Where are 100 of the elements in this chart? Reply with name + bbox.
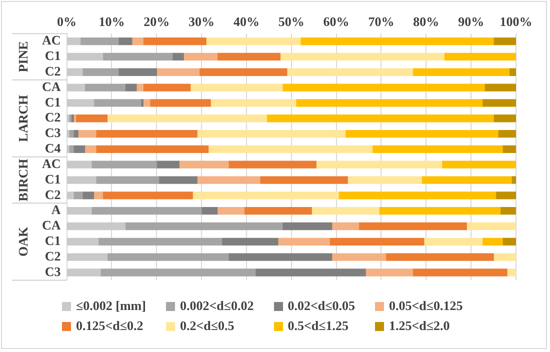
bar	[98, 238, 222, 246]
bar	[66, 114, 70, 122]
bar	[216, 207, 245, 215]
bar	[73, 192, 83, 200]
bar	[300, 37, 494, 46]
bar	[444, 52, 516, 61]
bar	[385, 253, 494, 261]
y-tick-label: AC	[42, 32, 61, 48]
bar	[150, 99, 211, 107]
legend-label: 0.02<d≤0.05	[288, 298, 356, 314]
y-tick-label: C2	[44, 63, 61, 78]
y-tick-label: C2	[44, 248, 61, 264]
bar	[124, 222, 283, 230]
bar	[106, 114, 268, 122]
bar	[100, 268, 256, 276]
y-tick-label: CA	[42, 218, 62, 233]
bar	[156, 68, 200, 76]
bar	[178, 160, 229, 168]
bar	[442, 160, 516, 168]
y-tick-label: C1	[44, 233, 61, 248]
bar	[140, 99, 144, 107]
bar	[196, 130, 346, 138]
bar	[412, 268, 508, 276]
bar	[102, 192, 193, 200]
bar	[484, 84, 516, 92]
x-tick-label: 80%	[413, 14, 440, 30]
x-tick-label: 0%	[57, 14, 77, 30]
y-tick-label: CA	[42, 78, 62, 94]
bar	[221, 238, 278, 246]
bar	[66, 37, 81, 46]
bar	[183, 52, 218, 61]
bar	[118, 68, 157, 76]
bar	[206, 37, 301, 46]
legend-label: 0.5<d≤1.25	[288, 318, 349, 334]
bar	[80, 37, 119, 46]
bar	[66, 68, 83, 76]
y-tick-label: C2	[44, 110, 61, 125]
bar	[66, 176, 96, 184]
legend-label: 0.125<d≤0.2	[76, 318, 144, 334]
bar	[198, 68, 288, 76]
bar	[228, 253, 332, 261]
x-tick-label: 90%	[458, 14, 484, 30]
bar	[66, 130, 70, 138]
bar	[66, 192, 74, 200]
bar	[338, 192, 496, 200]
bar	[208, 145, 373, 154]
bar	[66, 99, 94, 107]
y-tick-label: C1	[44, 48, 61, 64]
bar	[228, 160, 316, 168]
y-tick-label: C3	[44, 264, 62, 279]
bar	[66, 268, 101, 276]
text: LARCH	[15, 94, 30, 142]
bar	[502, 145, 516, 154]
bar	[142, 99, 150, 107]
bar	[82, 192, 94, 200]
x-tick-label: 20%	[144, 14, 170, 30]
bar	[286, 68, 414, 76]
bar	[136, 84, 144, 92]
bar	[84, 145, 96, 154]
bar	[93, 192, 104, 200]
bar	[365, 268, 414, 276]
bar	[75, 114, 108, 122]
legend-label: ≤0.002 [mm]	[76, 298, 146, 314]
y-tick-label: C2	[44, 186, 61, 202]
x-tick-label: 40%	[233, 14, 260, 30]
bar	[421, 176, 512, 184]
bar	[331, 253, 386, 261]
bar	[93, 99, 142, 107]
legend-label: 0.002<d≤0.02	[180, 298, 254, 314]
bar	[508, 68, 516, 76]
y-tick-label: C3	[44, 125, 62, 140]
y-tick-label: AC	[42, 156, 61, 171]
bar	[347, 176, 422, 184]
legend-label: 0.05<d≤0.125	[389, 298, 463, 314]
bar	[124, 84, 137, 92]
bar	[378, 207, 501, 215]
text: OAK	[15, 226, 30, 256]
bar	[78, 130, 96, 138]
bar	[66, 238, 99, 246]
bar	[216, 52, 280, 61]
bar	[372, 145, 503, 154]
bar	[466, 222, 516, 230]
bar	[282, 84, 485, 92]
bar	[132, 37, 144, 46]
x-tick-label: 70%	[368, 14, 394, 30]
bar	[158, 176, 198, 184]
bar	[84, 84, 126, 92]
bar	[172, 52, 184, 61]
y-tick-label: C1	[44, 94, 61, 110]
y-tick-label: A	[51, 202, 62, 218]
bar	[311, 207, 380, 215]
bar	[91, 160, 157, 168]
bar	[412, 68, 510, 76]
bar	[142, 84, 191, 92]
bar	[156, 160, 180, 168]
bar	[506, 268, 516, 276]
bar	[192, 192, 339, 200]
x-tick-label: 100%	[500, 14, 532, 30]
bar	[73, 145, 86, 154]
bar	[329, 238, 424, 246]
